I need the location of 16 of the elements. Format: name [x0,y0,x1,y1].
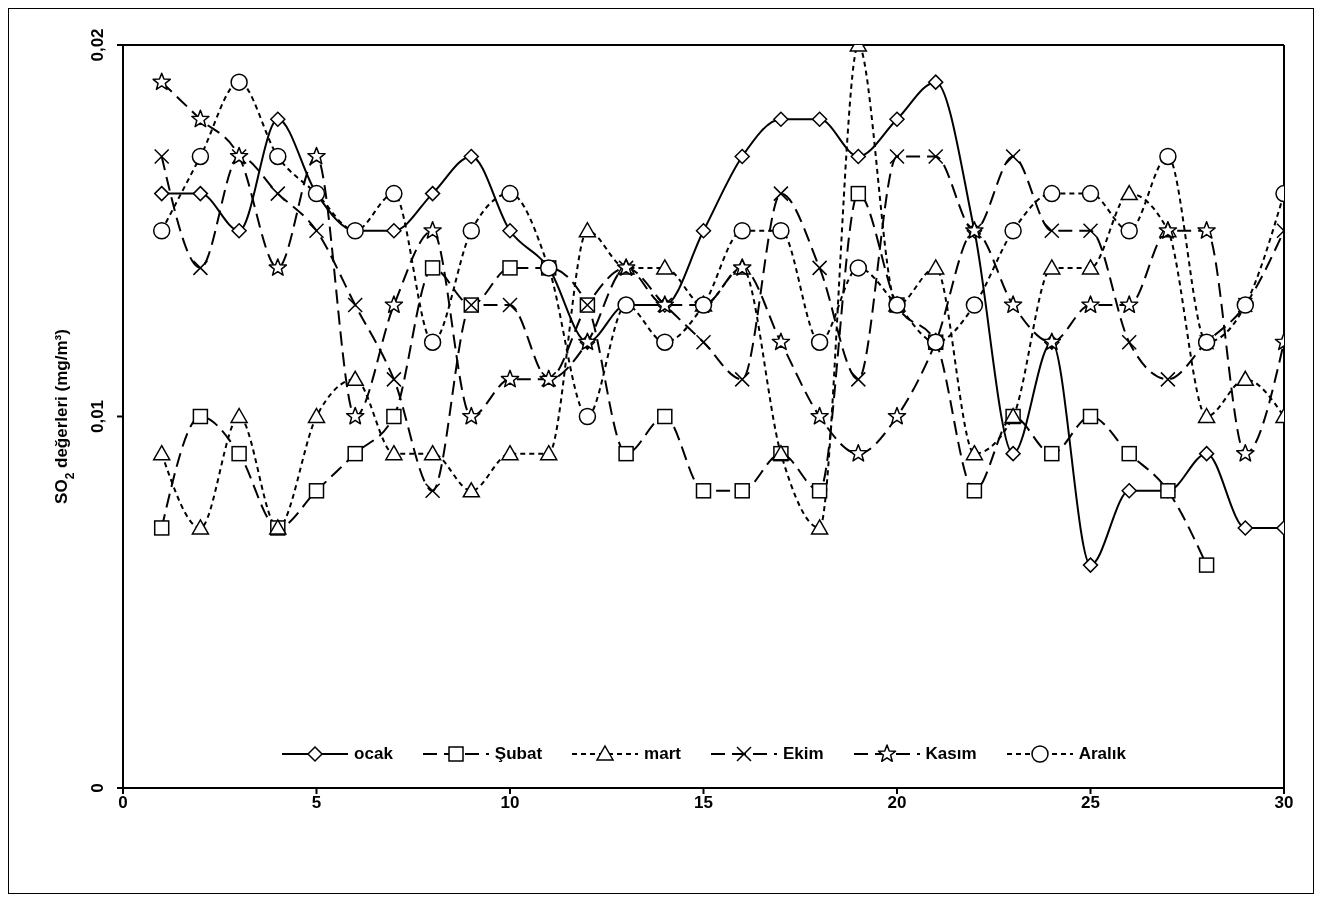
x-tick-label: 30 [1274,793,1294,813]
legend-label: Kasım [925,744,977,764]
x-tick-label: 10 [500,793,520,813]
legend-label: Ekim [782,744,824,764]
legend-label: Şubat [494,744,543,764]
y-tick-label: 0 [88,783,107,793]
x-tick-label: 15 [694,793,713,813]
x-tick-label: 25 [1081,793,1100,813]
legend-label: Aralık [1078,744,1126,764]
x-tick-label: 5 [311,793,322,813]
x-tick-label: 0 [118,793,128,813]
y-tick-label: 0,01 [88,399,107,434]
y-tick-label: 0,02 [88,28,107,62]
legend-label: mart [644,744,681,764]
x-tick-label: 20 [887,793,907,813]
legend-label: ocak [354,744,393,764]
